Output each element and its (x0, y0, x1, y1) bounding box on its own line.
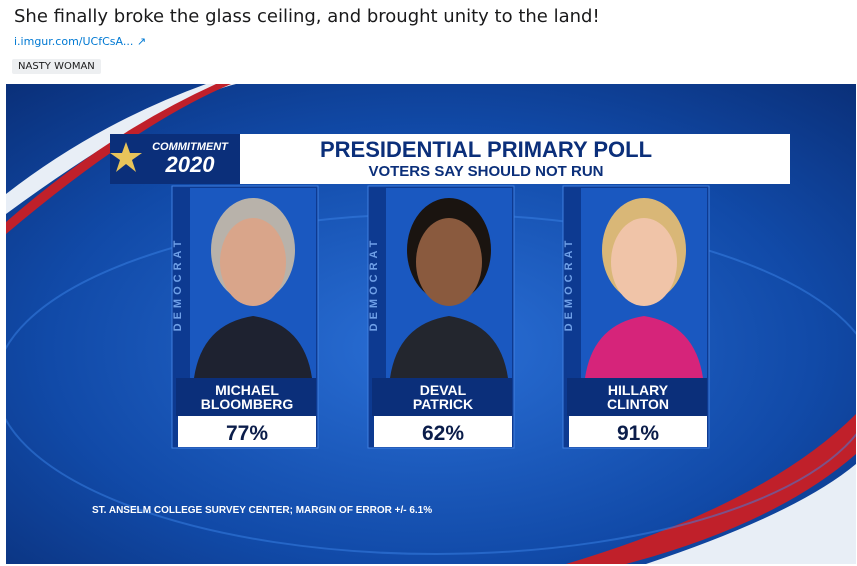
graphic-source: ST. ANSELM COLLEGE SURVEY CENTER; MARGIN… (92, 505, 432, 516)
name-band (372, 378, 512, 416)
candidate-name: DEVAL (420, 382, 467, 398)
photo-body (194, 316, 312, 378)
value-box (178, 416, 316, 447)
swoosh (646, 464, 856, 564)
post-image[interactable]: COMMITMENT 2020 PRESIDENTIAL PRIMARY POL… (6, 84, 856, 564)
name-band (567, 378, 707, 416)
candidate-name: CLINTON (607, 396, 669, 412)
brand-year: 2020 (165, 152, 216, 177)
post-title[interactable]: She finally broke the glass ceiling, and… (14, 6, 600, 27)
graphic-subtitle: VOTERS SAY SHOULD NOT RUN (368, 163, 603, 180)
candidate-name: HILLARY (608, 382, 669, 398)
party-label: DEMOCRAT (172, 237, 184, 332)
graphic-title: PRESIDENTIAL PRIMARY POLL (320, 137, 652, 162)
photo-face (220, 218, 286, 306)
link-text[interactable]: i.imgur.com/UCfCsA... (14, 35, 134, 48)
value-box (569, 416, 707, 447)
candidate-name: MICHAEL (215, 382, 279, 398)
brand-top: COMMITMENT (152, 141, 229, 153)
candidate-name: PATRICK (413, 396, 473, 412)
party-label: DEMOCRAT (368, 237, 380, 332)
photo-face (611, 218, 677, 306)
swoosh-red (566, 414, 856, 564)
brand-star (110, 142, 142, 172)
party-label: DEMOCRAT (563, 237, 575, 332)
post-flair[interactable]: NASTY WOMAN (12, 59, 101, 74)
poll-value: 91% (617, 422, 659, 445)
poll-value: 62% (422, 422, 464, 445)
poll-value: 77% (226, 422, 268, 445)
name-band (176, 378, 316, 416)
photo-body (585, 316, 703, 378)
candidate-name: BLOOMBERG (201, 396, 294, 412)
post-link[interactable]: i.imgur.com/UCfCsA... ↗ (14, 35, 147, 48)
photo-body (390, 316, 508, 378)
title-banner (240, 134, 790, 184)
value-box (374, 416, 512, 447)
photo-face (416, 218, 482, 306)
